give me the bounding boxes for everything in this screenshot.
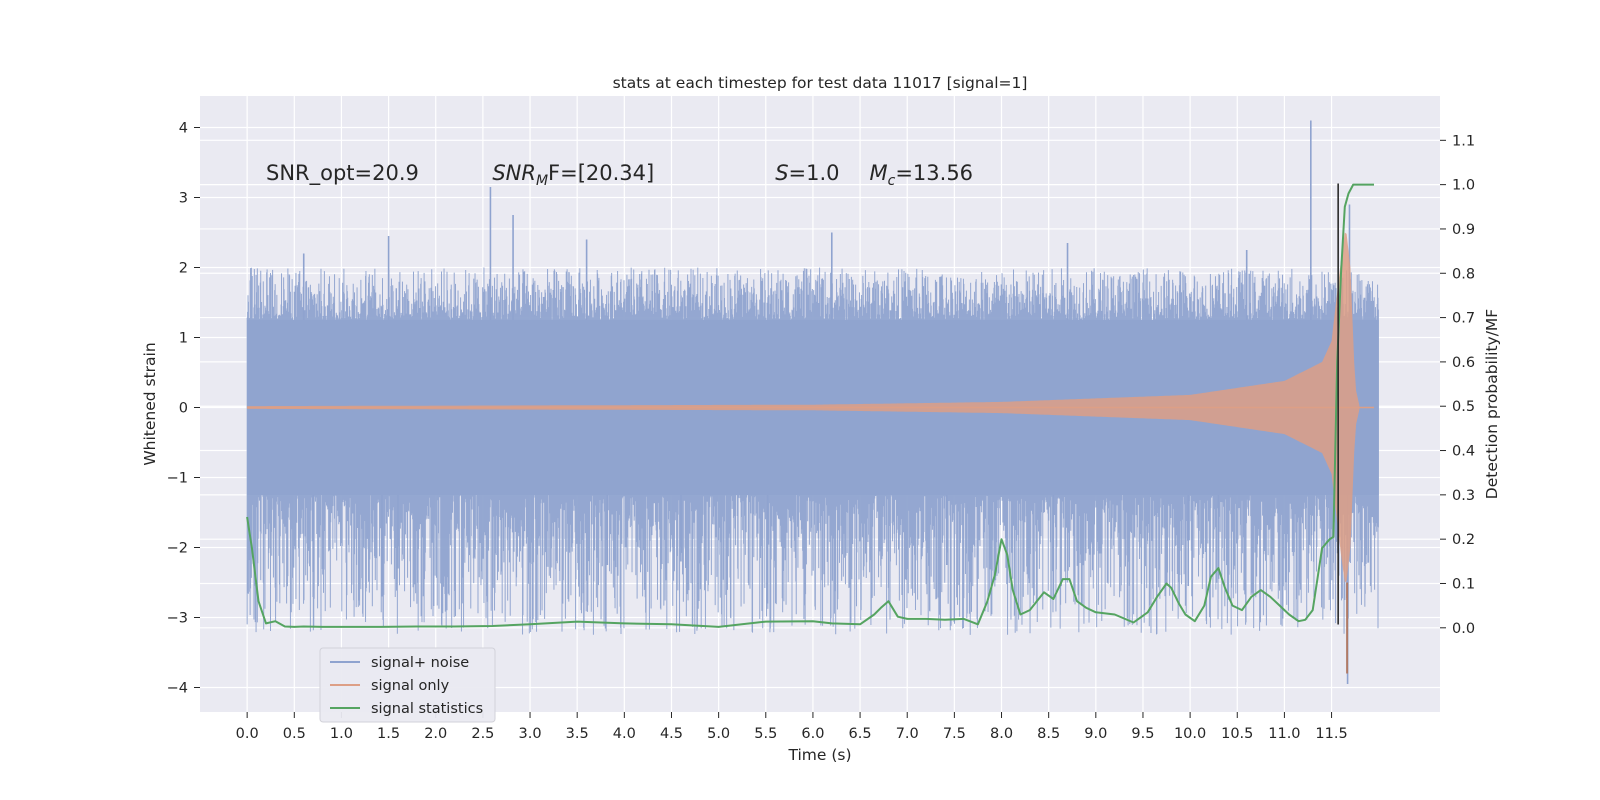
x-tick-label-19: 9.5 [1131,726,1154,742]
y2-tick-label-6: 0.5 [1452,399,1475,415]
signal-only-series [247,232,1374,674]
y-tick-label-4: 0 [179,401,188,417]
x-tick-label-8: 4.0 [613,726,636,742]
y2-tick-label-3: 0.8 [1452,266,1475,282]
legend-label-noise: signal+ noise [371,655,469,671]
x-tick-label-10: 5.0 [707,726,730,742]
y-tick-label-6: −2 [167,541,188,557]
y2-tick-label-2: 0.9 [1452,222,1475,238]
x-tick-label-16: 8.0 [990,726,1013,742]
y2-tick-label-0: 1.1 [1452,133,1475,149]
y-tick-label-5: −1 [167,471,188,487]
x-tick-label-23: 11.5 [1315,726,1347,742]
y-axis-ticks: 4 3 2 1 0 −1 −2 −3 −4 [167,121,200,697]
x-tick-label-4: 2.0 [424,726,447,742]
x-tick-label-0: 0.0 [236,726,259,742]
y-tick-label-8: −4 [167,681,188,697]
x-tick-label-9: 4.5 [660,726,683,742]
x-tick-label-6: 3.0 [519,726,542,742]
x-tick-label-22: 11.0 [1268,726,1300,742]
y-tick-label-1: 3 [179,191,188,207]
y2-tick-label-7: 0.4 [1452,444,1475,460]
x-tick-label-3: 1.5 [377,726,400,742]
y2-axis-label: Detection probability/MF [1483,309,1501,500]
annotation-3: Mc=13.56 [870,161,974,189]
annotation-1: SNRMF=[20.34] [492,161,654,189]
x-tick-label-14: 7.0 [896,726,919,742]
annotation-0: SNR_opt=20.9 [266,161,419,186]
y2-axis-ticks: 1.1 1.0 0.9 0.8 0.7 0.6 0.5 0.4 0.3 0.2 0.1 0.0 [1440,133,1475,637]
legend: signal+ noise signal only signal statist… [319,647,496,723]
y-tick-label-7: −3 [167,611,188,627]
y2-tick-label-4: 0.7 [1452,311,1475,327]
x-tick-label-12: 6.0 [801,726,824,742]
legend-label-stats: signal statistics [371,701,483,717]
x-tick-label-11: 5.5 [754,726,777,742]
annotation-2: S=1.0 [775,161,839,185]
x-tick-label-18: 9.0 [1084,726,1107,742]
x-tick-label-20: 10.0 [1174,726,1206,742]
y2-tick-label-10: 0.1 [1452,576,1475,592]
y2-tick-label-8: 0.3 [1452,488,1475,504]
y-tick-label-2: 2 [179,261,188,277]
x-tick-label-1: 0.5 [283,726,306,742]
chart-title: stats at each timestep for test data 110… [613,74,1028,92]
legend-frame [319,647,496,723]
y2-tick-label-11: 0.0 [1452,621,1475,637]
annotations: SNR_opt=20.9 SNRMF=[20.34] S=1.0 Mc=13.56 [266,161,973,189]
signal-statistics-series [246,183,1374,628]
y-axis-label: Whitened strain [141,342,159,465]
x-tick-label-13: 6.5 [849,726,872,742]
x-tick-label-21: 10.5 [1221,726,1253,742]
x-tick-label-2: 1.0 [330,726,353,742]
x-tick-label-15: 7.5 [943,726,966,742]
stats-line [246,183,1374,628]
y-tick-label-3: 1 [179,331,188,347]
y2-tick-label-1: 1.0 [1452,178,1475,194]
x-tick-label-5: 2.5 [471,726,494,742]
x-axis-ticks: 0.0 0.5 1.0 1.5 2.0 2.5 3.0 3.5 4.0 4.5 5.0 5.5 6.0 6… [236,712,1348,742]
y2-tick-label-9: 0.2 [1452,532,1475,548]
x-tick-label-17: 8.5 [1037,726,1060,742]
y-tick-label-0: 4 [179,121,188,137]
x-tick-label-7: 3.5 [566,726,589,742]
y2-tick-label-5: 0.6 [1452,355,1475,371]
x-axis-label: Time (s) [787,746,851,764]
legend-label-signal: signal only [371,678,450,694]
